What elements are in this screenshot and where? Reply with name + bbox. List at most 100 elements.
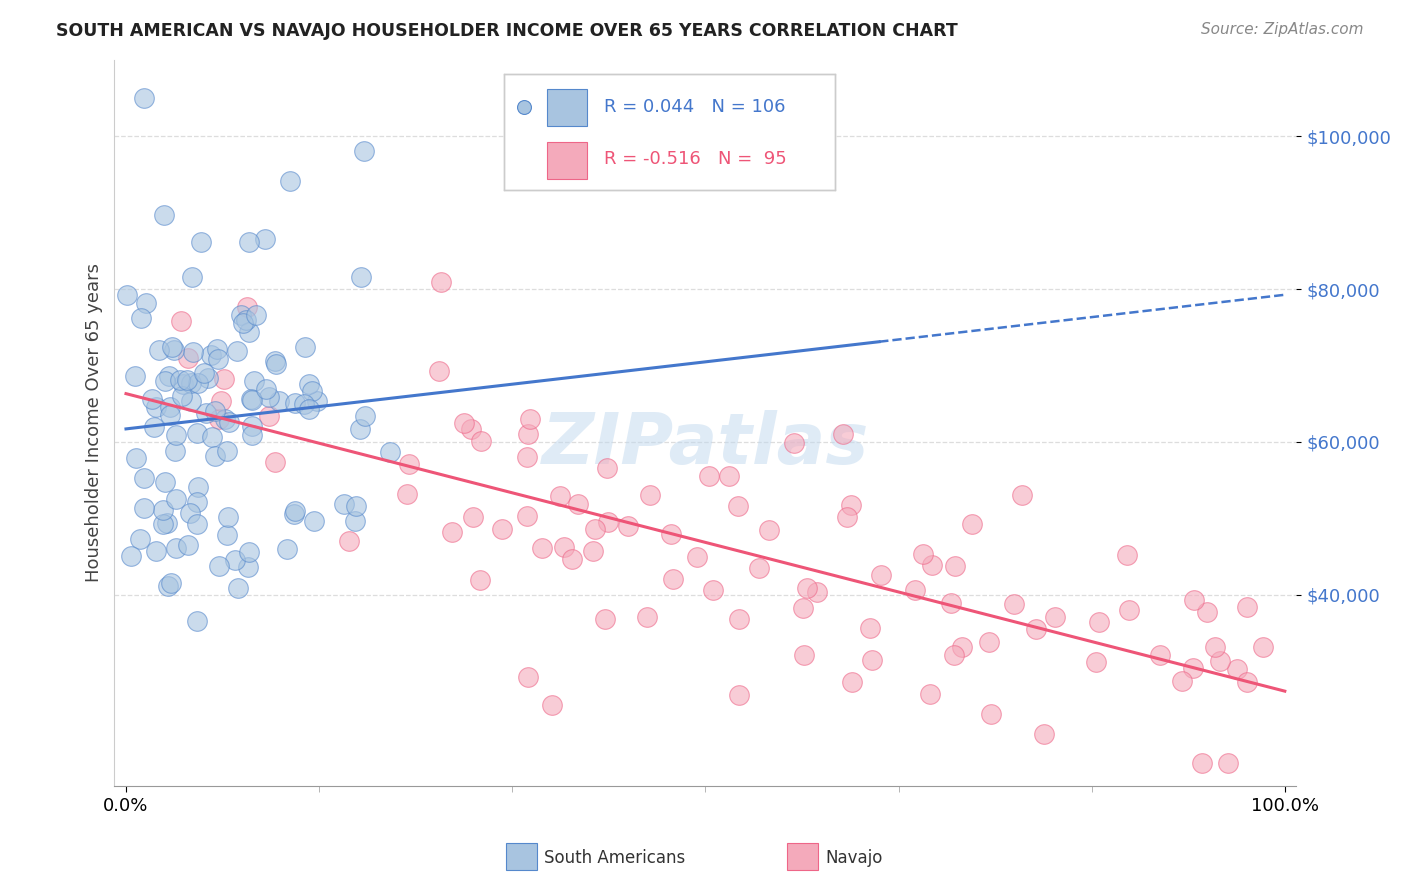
- Point: [758, 524, 780, 538]
- Point: [209, 393, 232, 408]
- Point: [841, 675, 863, 690]
- Point: [142, 420, 165, 434]
- Point: [638, 488, 661, 502]
- Point: [235, 313, 257, 327]
- Point: [120, 549, 142, 564]
- Point: [283, 507, 305, 521]
- Point: [468, 573, 491, 587]
- Point: [165, 492, 187, 507]
- Point: [172, 389, 194, 403]
- Point: [702, 582, 724, 597]
- Point: [218, 415, 240, 429]
- Point: [727, 612, 749, 626]
- Point: [163, 343, 186, 357]
- Point: [728, 688, 751, 702]
- Point: [1002, 597, 1025, 611]
- Point: [125, 451, 148, 466]
- Point: [1011, 488, 1033, 502]
- Point: [1118, 602, 1140, 616]
- Point: [636, 610, 658, 624]
- Point: [177, 538, 200, 552]
- Point: [240, 428, 263, 442]
- Point: [460, 422, 482, 436]
- Point: [204, 449, 226, 463]
- Point: [264, 354, 287, 368]
- Point: [145, 544, 167, 558]
- Point: [253, 232, 276, 246]
- Point: [686, 550, 709, 565]
- Point: [1033, 727, 1056, 741]
- Point: [960, 516, 983, 531]
- Point: [305, 394, 328, 409]
- Text: SOUTH AMERICAN VS NAVAJO HOUSEHOLDER INCOME OVER 65 YEARS CORRELATION CHART: SOUTH AMERICAN VS NAVAJO HOUSEHOLDER INC…: [56, 22, 957, 40]
- Point: [134, 501, 156, 516]
- Point: [134, 91, 156, 105]
- Point: [1191, 756, 1213, 771]
- Point: [200, 348, 222, 362]
- Point: [264, 357, 287, 371]
- Text: South Americans: South Americans: [544, 849, 685, 867]
- Point: [859, 621, 882, 635]
- Point: [170, 314, 193, 328]
- Point: [1085, 656, 1108, 670]
- Point: [1236, 600, 1258, 615]
- Point: [201, 430, 224, 444]
- Point: [918, 687, 941, 701]
- Point: [717, 469, 740, 483]
- Point: [115, 288, 138, 302]
- Point: [792, 601, 814, 615]
- Point: [177, 351, 200, 365]
- Point: [1043, 609, 1066, 624]
- Point: [207, 342, 229, 356]
- Point: [135, 296, 157, 310]
- Point: [793, 648, 815, 662]
- Point: [165, 443, 187, 458]
- Point: [333, 497, 356, 511]
- Point: [869, 568, 891, 582]
- Point: [561, 552, 583, 566]
- Point: [943, 648, 966, 662]
- Point: [540, 698, 562, 713]
- Point: [180, 376, 202, 390]
- Point: [160, 340, 183, 354]
- Point: [430, 276, 453, 290]
- Y-axis label: Householder Income Over 65 years: Householder Income Over 65 years: [86, 263, 103, 582]
- Point: [132, 471, 155, 485]
- Point: [662, 573, 685, 587]
- Point: [197, 371, 219, 385]
- Point: [350, 270, 373, 285]
- Point: [239, 392, 262, 406]
- Point: [214, 412, 236, 426]
- Point: [236, 300, 259, 314]
- Point: [212, 372, 235, 386]
- Point: [153, 208, 176, 222]
- Point: [157, 579, 180, 593]
- Point: [911, 547, 934, 561]
- Point: [441, 525, 464, 540]
- Point: [187, 480, 209, 494]
- Point: [193, 367, 215, 381]
- Point: [187, 376, 209, 391]
- Point: [783, 436, 806, 450]
- Point: [1216, 756, 1239, 771]
- Point: [215, 528, 238, 542]
- Point: [567, 497, 589, 511]
- Point: [186, 615, 208, 629]
- Point: [1025, 622, 1047, 636]
- Point: [186, 516, 208, 531]
- Point: [190, 235, 212, 249]
- Point: [186, 426, 208, 441]
- Point: [294, 340, 316, 354]
- Point: [461, 510, 484, 524]
- Point: [276, 541, 298, 556]
- Text: Source: ZipAtlas.com: Source: ZipAtlas.com: [1201, 22, 1364, 37]
- Point: [232, 317, 254, 331]
- Point: [284, 503, 307, 517]
- Point: [217, 444, 239, 458]
- Point: [159, 575, 181, 590]
- Point: [165, 541, 187, 555]
- Point: [553, 540, 575, 554]
- Point: [155, 516, 177, 530]
- Point: [129, 311, 152, 326]
- Point: [169, 373, 191, 387]
